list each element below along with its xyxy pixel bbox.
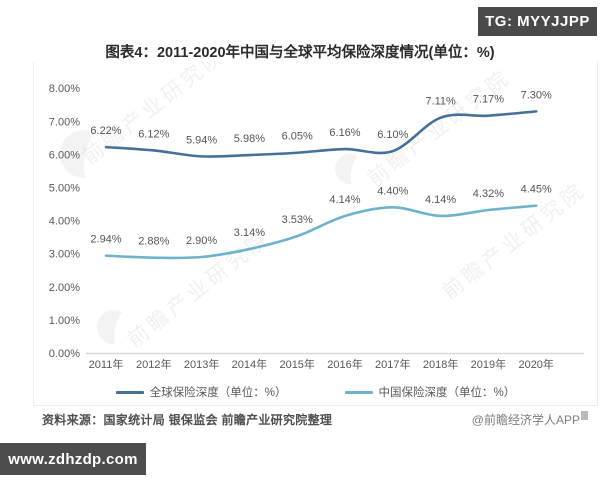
- data-label: 2.90%: [186, 235, 217, 247]
- x-axis-label: 2016年: [327, 357, 362, 371]
- credit-wrap: @前瞻经济学人APP: [472, 411, 588, 428]
- legend-label-china: 中国保险深度（单位：%）: [378, 387, 516, 399]
- data-label: 6.05%: [282, 131, 313, 143]
- legend-label-global: 全球保险深度（单位：%）: [149, 387, 287, 399]
- site-badge: www.zdhzdp.com: [0, 443, 146, 475]
- line-chart: 8.00% 7.00% 6.00% 5.00% 4.00% 3.00% 2.00% 1.00%…: [49, 83, 584, 371]
- data-label: 6.22%: [90, 125, 121, 137]
- tg-badge: TG: MYYJJPP: [478, 7, 597, 36]
- x-axis-label: 2015年: [279, 357, 314, 371]
- data-label: 7.30%: [521, 89, 552, 101]
- x-axis-label: 2012年: [136, 357, 171, 371]
- data-label: 2.94%: [90, 234, 121, 246]
- x-axis-label: 2020年: [518, 357, 553, 371]
- credit-artifact-square: [581, 411, 588, 420]
- data-label: 3.53%: [282, 214, 313, 226]
- data-label: 4.32%: [473, 188, 504, 200]
- y-tick-label: 5.00%: [49, 183, 80, 195]
- series-line-1: [104, 204, 538, 260]
- data-label: 3.14%: [234, 227, 265, 239]
- data-label: 7.17%: [473, 94, 504, 106]
- data-label: 7.11%: [425, 96, 456, 108]
- y-tick-label: 3.00%: [49, 249, 80, 261]
- data-label: 6.16%: [329, 127, 360, 139]
- x-axis-label: 2019年: [471, 357, 506, 371]
- credit: @前瞻经济学人APP: [471, 413, 580, 427]
- x-axis-label: 2011年: [89, 357, 124, 371]
- y-tick-label: 6.00%: [49, 149, 80, 161]
- legend-line-swatch-global: [115, 390, 144, 394]
- x-axis-label: 2014年: [232, 357, 267, 371]
- x-axis-label: 2013年: [184, 357, 219, 371]
- data-label: 5.94%: [186, 134, 217, 146]
- data-label: 6.12%: [138, 128, 169, 140]
- y-tick-label: 4.00%: [49, 216, 80, 228]
- legend-line-swatch-china: [344, 390, 373, 394]
- y-tick-label: 8.00%: [49, 83, 80, 95]
- chart-title: 图表4：2011-2020年中国与全球平均保险深度情况(单位：%): [105, 45, 495, 61]
- y-tick-label: 2.00%: [49, 282, 80, 294]
- x-axis-label: 2017年: [375, 357, 410, 371]
- y-tick-label: 1.00%: [49, 315, 80, 327]
- legend-item-global: 全球保险深度（单位：%）: [115, 384, 287, 400]
- y-tick-label: 7.00%: [49, 116, 80, 128]
- data-label: 6.10%: [377, 129, 408, 141]
- series-line-0: [104, 110, 538, 158]
- data-label: 4.14%: [425, 194, 456, 206]
- data-label: 4.45%: [521, 184, 552, 196]
- data-label: 5.98%: [234, 133, 265, 145]
- y-tick-label: 0.00%: [49, 348, 80, 360]
- data-label: 4.14%: [329, 194, 360, 206]
- source-note: 资料来源：国家统计局 银保监会 前瞻产业研究院整理: [42, 413, 333, 427]
- chart-card: 前瞻产业研究院 前瞻产业研究院 前瞻产业研究院 前瞻产业研究院 8.00% 7.0…: [33, 62, 598, 406]
- footer: 资料来源：国家统计局 银保监会 前瞻产业研究院整理 @前瞻经济学人APP: [42, 411, 588, 428]
- data-label: 4.40%: [377, 185, 408, 197]
- legend-item-china: 中国保险深度（单位：%）: [344, 384, 516, 400]
- data-label: 2.88%: [138, 236, 169, 248]
- chart-legend: 全球保险深度（单位：%） 中国保险深度（单位：%）: [34, 384, 597, 400]
- x-axis-label: 2018年: [423, 357, 458, 371]
